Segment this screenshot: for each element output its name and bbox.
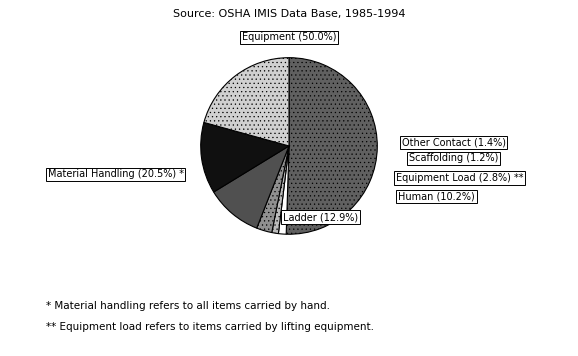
Text: Equipment (50.0%): Equipment (50.0%) [242, 32, 336, 42]
Wedge shape [257, 146, 289, 232]
Text: Material Handling (20.5%) *: Material Handling (20.5%) * [47, 169, 184, 179]
Text: Other Contact (1.4%): Other Contact (1.4%) [402, 137, 506, 147]
Wedge shape [204, 58, 289, 146]
Text: Human (10.2%): Human (10.2%) [398, 192, 475, 201]
Text: * Material handling refers to all items carried by hand.: * Material handling refers to all items … [46, 301, 330, 311]
Wedge shape [272, 146, 289, 234]
Wedge shape [279, 146, 289, 234]
Wedge shape [201, 122, 289, 192]
Wedge shape [286, 58, 377, 234]
Text: Ladder (12.9%): Ladder (12.9%) [283, 212, 358, 222]
Text: Equipment Load (2.8%) **: Equipment Load (2.8%) ** [396, 173, 523, 183]
Text: Source: OSHA IMIS Data Base, 1985-1994: Source: OSHA IMIS Data Base, 1985-1994 [173, 9, 405, 19]
Text: ** Equipment load refers to items carried by lifting equipment.: ** Equipment load refers to items carrie… [46, 322, 374, 332]
Wedge shape [214, 146, 289, 228]
Text: Scaffolding (1.2%): Scaffolding (1.2%) [409, 153, 498, 163]
